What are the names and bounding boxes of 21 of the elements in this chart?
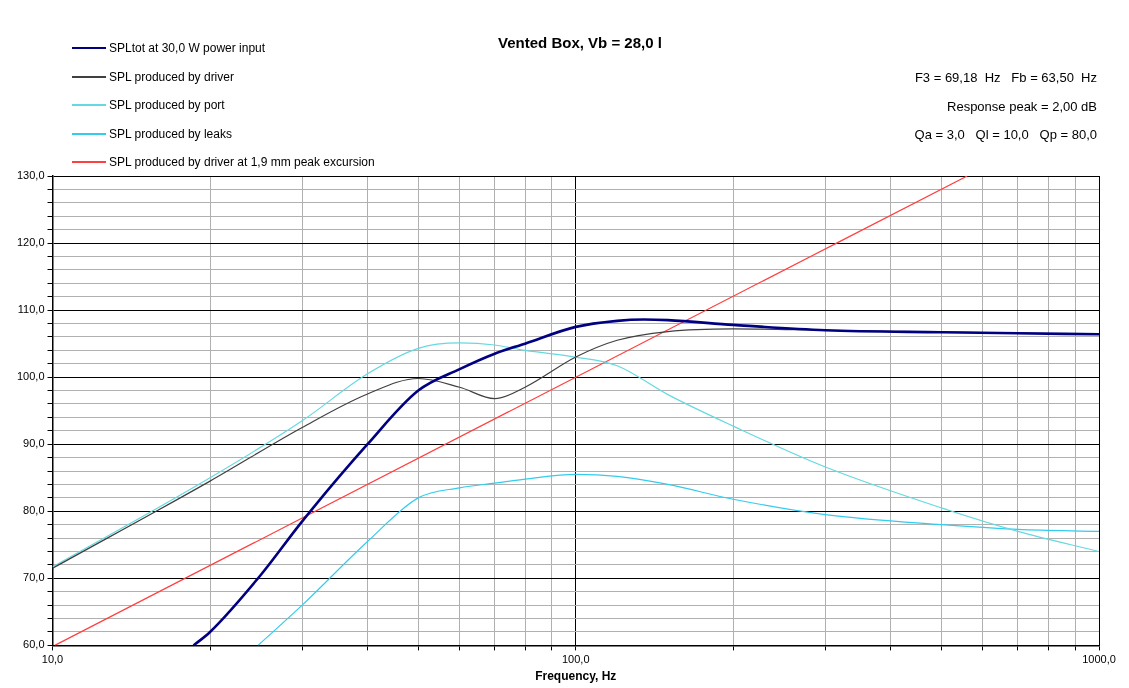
text: Qa = 3,0 Ql = 10,0 Qp = 80,0 bbox=[914, 127, 1097, 144]
legend-label: SPL produced by leaks bbox=[109, 126, 232, 141]
legend-label: SPL produced by driver bbox=[109, 69, 234, 84]
text: Response peak = 2,00 dB bbox=[946, 98, 1097, 116]
y-tick-label: 110,0 bbox=[17, 303, 45, 316]
y-tick-label: 120,0 bbox=[17, 236, 45, 249]
y-tick-label: 80,0 bbox=[23, 504, 45, 517]
y-tick-label: 100,0 bbox=[17, 370, 45, 383]
x-tick-label: 10,0 bbox=[41, 653, 64, 666]
x-axis-title: Frequency, Hz bbox=[535, 669, 617, 684]
y-tick-label: 90,0 bbox=[23, 437, 45, 450]
x-tick-label: 100,0 bbox=[562, 653, 590, 666]
legend-label: SPLtot at 30,0 W power input bbox=[109, 41, 266, 56]
text: F3 = 69,18 Hz Fb = 63,50 Hz bbox=[914, 70, 1097, 87]
y-tick-label: 70,0 bbox=[23, 571, 45, 584]
x-tick-label: 1000,0 bbox=[1082, 653, 1116, 666]
legend-label: SPL produced by driver at 1,9 mm peak excursion bbox=[109, 155, 375, 170]
y-tick-label: 60,0 bbox=[23, 638, 45, 651]
y-tick-label: 130,0 bbox=[17, 169, 45, 182]
legend-label: SPL produced by port bbox=[109, 98, 225, 113]
chart-title: Vented Box, Vb = 28,0 l bbox=[497, 34, 663, 51]
